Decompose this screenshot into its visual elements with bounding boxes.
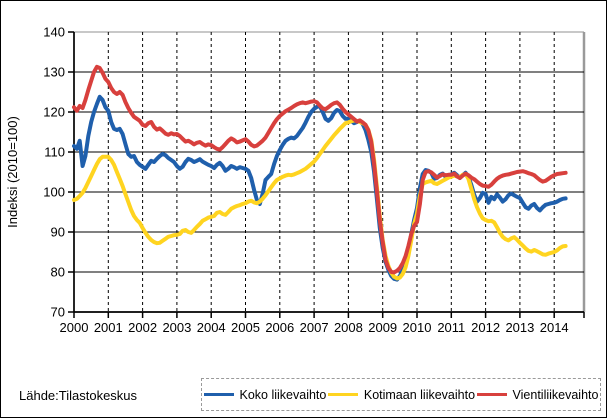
chart-legend: Koko liikevaihto Kotimaan liikevaihto Vien… (201, 378, 601, 411)
x-tick-label: 2009 (368, 320, 397, 335)
legend-swatch (327, 393, 358, 396)
legend-label: Koko liikevaihto (239, 387, 327, 402)
x-tick-label: 2005 (231, 320, 260, 335)
series-line-vientiliikevaihto (72, 64, 568, 275)
legend-label: Kotimaan liikevaihto (363, 387, 476, 402)
x-tick-label: 2000 (60, 320, 89, 335)
series-line-kotimaan-liikevaihto (72, 118, 568, 281)
x-tick-label: 2002 (128, 320, 157, 335)
x-tick-label: 2008 (334, 320, 363, 335)
y-tick-label: 100 (43, 185, 65, 200)
y-tick-label: 130 (43, 65, 65, 80)
legend-item-koko-liikevaihto: Koko liikevaihto (203, 387, 327, 402)
x-tick-label: 2013 (505, 320, 534, 335)
x-tick-label: 2011 (437, 320, 465, 335)
x-tick-label: 2012 (471, 320, 500, 335)
x-tick-label: 2003 (162, 320, 191, 335)
source-label: Lähde:Tilastokeskus (19, 388, 138, 403)
x-tick-label: 2014 (540, 320, 569, 335)
legend-item-vientiliikevaihto: Vientiliikevaihto (476, 387, 599, 402)
y-tick-label: 110 (44, 145, 65, 160)
y-tick-label: 140 (43, 25, 65, 40)
legend-swatch (203, 393, 234, 396)
legend-swatch (476, 393, 507, 396)
y-axis-title: Indeksi (2010=100) (5, 116, 20, 228)
y-tick-label: 80 (51, 265, 65, 280)
x-tick-label: 2010 (403, 320, 432, 335)
legend-label: Vientiliikevaihto (512, 387, 599, 402)
y-tick-label: 120 (43, 105, 65, 120)
y-tick-label: 70 (51, 305, 65, 320)
x-tick-label: 2007 (300, 320, 329, 335)
x-tick-label: 2004 (197, 320, 226, 335)
x-tick-label: 2001 (94, 320, 123, 335)
y-tick-label: 90 (51, 225, 65, 240)
x-tick-label: 2006 (265, 320, 294, 335)
line-chart: 70 80 90 100 110 120 130 140 2000 2001 2002 2003 200… (5, 25, 586, 335)
legend-item-kotimaan-liikevaihto: Kotimaan liikevaihto (327, 387, 476, 402)
